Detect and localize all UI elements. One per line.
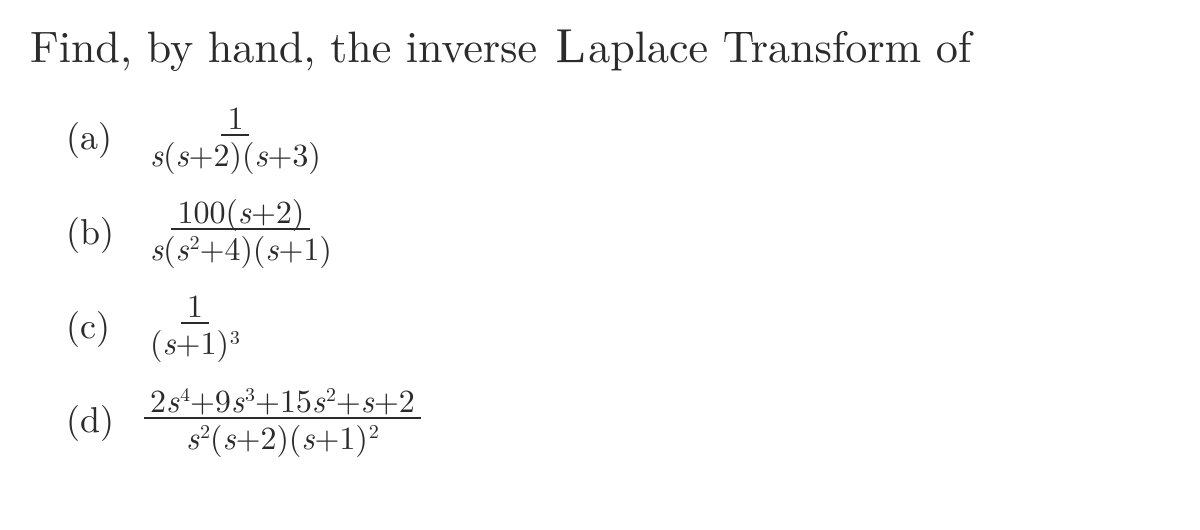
item-label-a: (a): [66, 109, 144, 160]
item-label-b: (b): [66, 204, 144, 255]
fraction-d: 2s4+9s3+15s2+s+2 s2(s+2)(s+1)2: [144, 382, 421, 454]
item-label-c: (c): [66, 298, 144, 349]
list-item: (a) 1 s(s+2)(s+3): [66, 99, 1170, 171]
list-item: (c) 1 (s+1)3: [66, 287, 1170, 359]
script-l-glyph: L: [552, 17, 589, 73]
list-item: (b) 100(s+2) s(s2+4)(s+1): [66, 193, 1170, 265]
page: Find, by hand, the inverse Laplace Trans…: [0, 0, 1200, 454]
denominator: (s+1)3: [144, 324, 246, 359]
title-suffix: aplace Transform of: [588, 12, 971, 75]
problem-list: (a) 1 s(s+2)(s+3) (b) 100(s+2) s(s2+4)(s…: [30, 99, 1170, 455]
list-item: (d) 2s4+9s3+15s2+s+2 s2(s+2)(s+1)2: [66, 382, 1170, 454]
denominator: s2(s+2)(s+1)2: [180, 419, 385, 454]
fraction-b: 100(s+2) s(s2+4)(s+1): [144, 193, 338, 265]
denominator: s(s+2)(s+3): [144, 136, 327, 171]
fraction-c: 1 (s+1)3: [144, 287, 246, 359]
page-title: Find, by hand, the inverse Laplace Trans…: [30, 14, 1170, 77]
item-label-d: (d): [66, 392, 144, 443]
denominator: s(s2+4)(s+1): [144, 230, 338, 265]
fraction-a: 1 s(s+2)(s+3): [144, 99, 327, 171]
title-prefix: Find, by hand, the inverse: [30, 12, 552, 75]
